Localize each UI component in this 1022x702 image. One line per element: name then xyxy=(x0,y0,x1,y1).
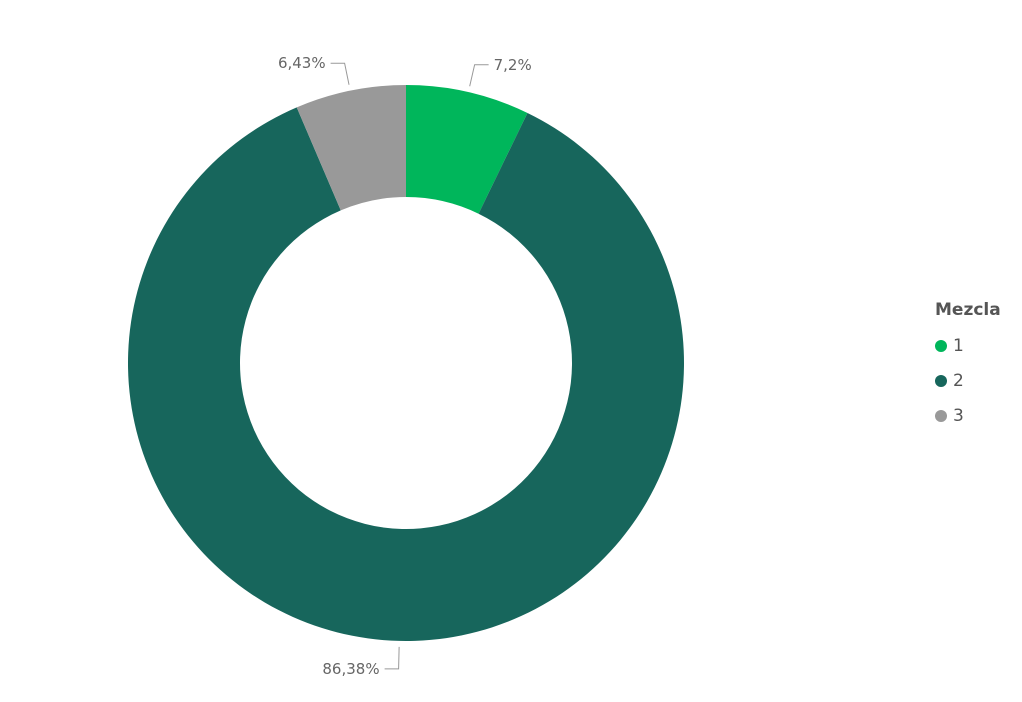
slice-2[interactable] xyxy=(128,107,685,642)
slice-1[interactable] xyxy=(406,85,528,214)
leader-line-2 xyxy=(384,646,400,670)
legend-item-2[interactable]: 2 xyxy=(935,363,1001,398)
legend-title: Mezcla xyxy=(935,300,1001,320)
legend-label-1: 1 xyxy=(953,335,964,356)
slice-label-3: 6,43% xyxy=(278,54,326,72)
legend: Mezcla 1 2 3 xyxy=(935,300,1001,433)
slice-label-2: 86,38% xyxy=(322,660,379,678)
legend-swatch-1 xyxy=(935,339,947,352)
legend-label-3: 3 xyxy=(953,405,964,426)
slices-group xyxy=(128,85,685,642)
legend-swatch-2 xyxy=(935,374,947,387)
legend-label-2: 2 xyxy=(953,370,964,391)
leader-line-1 xyxy=(469,64,489,87)
slice-3[interactable] xyxy=(296,85,406,211)
legend-item-3[interactable]: 3 xyxy=(935,398,1001,433)
legend-item-1[interactable]: 1 xyxy=(935,328,1001,363)
slice-label-1: 7,2% xyxy=(494,56,532,74)
labels-group: 7,2% 86,38% 6,43% xyxy=(278,54,532,678)
legend-swatch-3 xyxy=(935,409,947,422)
leader-line-3 xyxy=(330,62,350,85)
